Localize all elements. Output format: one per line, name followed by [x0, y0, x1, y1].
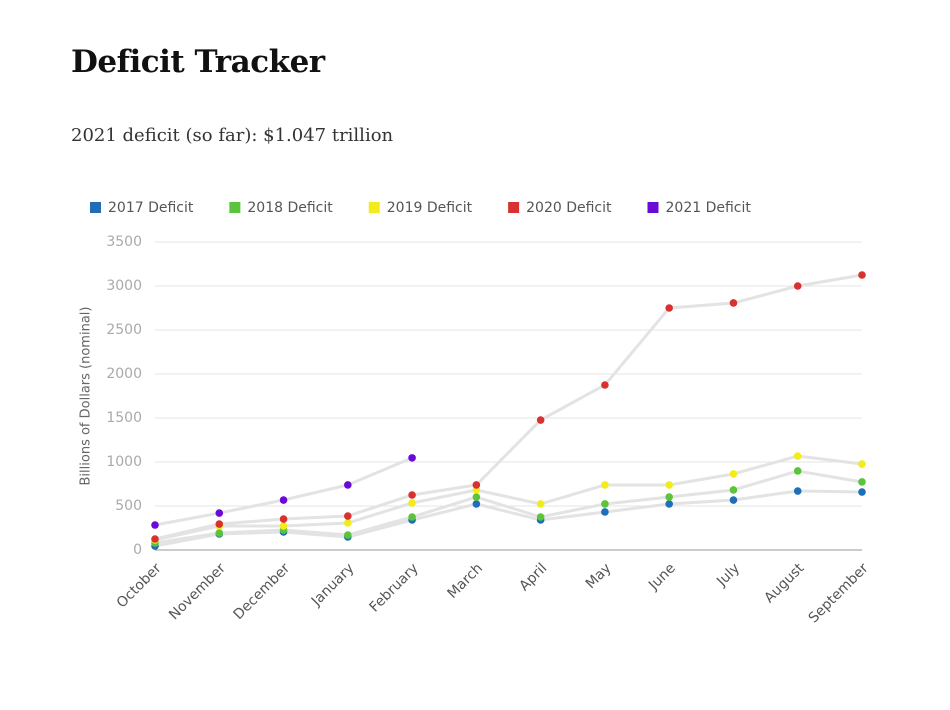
- data-point: [215, 520, 224, 528]
- series-line: [154, 469, 863, 545]
- y-tick-label: 3000: [106, 278, 142, 294]
- data-point: [793, 487, 802, 495]
- legend-swatch: [90, 202, 101, 213]
- data-point: [729, 486, 738, 494]
- x-tick-label: November: [166, 560, 229, 623]
- data-point: [665, 304, 673, 312]
- legend-swatch: [368, 202, 380, 213]
- data-point: [665, 500, 673, 508]
- data-point: [344, 519, 352, 527]
- x-tick-label: May: [583, 560, 615, 592]
- data-point: [858, 271, 866, 279]
- data-point: [729, 299, 738, 307]
- x-tick-label: September: [806, 560, 872, 626]
- data-point: [536, 416, 545, 424]
- y-tick-label: 2000: [106, 366, 142, 382]
- page-title: Deficit Tracker: [71, 44, 325, 80]
- x-tick-label: March: [445, 560, 486, 601]
- data-point: [344, 481, 352, 489]
- x-tick-label: December: [231, 560, 294, 623]
- data-point: [858, 488, 866, 496]
- data-point: [601, 500, 609, 508]
- data-point: [858, 478, 866, 486]
- y-tick-label: 2500: [106, 322, 142, 338]
- data-point: [858, 460, 866, 468]
- x-tick-label: August: [761, 560, 807, 606]
- data-point: [793, 467, 802, 475]
- y-tick-label: 1000: [106, 454, 142, 470]
- legend-swatch: [508, 202, 520, 213]
- data-point: [344, 512, 352, 520]
- x-tick-label: July: [713, 560, 743, 590]
- x-tick-label: February: [367, 560, 422, 615]
- data-point: [665, 493, 673, 501]
- data-point: [472, 493, 481, 501]
- data-point: [408, 499, 416, 507]
- data-point: [729, 470, 738, 478]
- data-point: [472, 500, 481, 508]
- data-point: [601, 481, 609, 489]
- data-point: [408, 513, 416, 521]
- data-point: [536, 500, 545, 508]
- legend-label: 2017 Deficit: [108, 200, 194, 216]
- legend-label: 2018 Deficit: [247, 200, 333, 216]
- legend-swatch: [647, 202, 659, 213]
- data-point: [215, 509, 224, 517]
- series-line: [154, 454, 863, 542]
- data-point: [151, 535, 159, 543]
- data-point: [279, 496, 288, 504]
- legend-label: 2021 Deficit: [666, 200, 752, 216]
- legend-label: 2019 Deficit: [387, 200, 473, 216]
- y-tick-label: 0: [133, 542, 142, 558]
- x-tick-label: January: [308, 560, 358, 610]
- data-point: [793, 452, 802, 460]
- y-axis-title: Billions of Dollars (nominal): [79, 307, 94, 486]
- data-point: [279, 522, 288, 530]
- data-point: [344, 531, 352, 539]
- x-tick-label: April: [516, 560, 550, 594]
- data-point: [408, 491, 416, 499]
- x-tick-label: October: [114, 560, 165, 611]
- y-tick-label: 3500: [106, 234, 142, 250]
- series-line: [154, 273, 863, 541]
- data-point: [215, 529, 224, 537]
- y-tick-label: 1500: [106, 410, 142, 426]
- series-line: [154, 489, 863, 548]
- data-point: [793, 282, 802, 290]
- data-point: [408, 454, 416, 462]
- data-point: [601, 381, 609, 389]
- data-point: [729, 496, 738, 504]
- data-point: [279, 515, 288, 523]
- data-point: [472, 481, 481, 489]
- data-point: [601, 508, 609, 516]
- legend-label: 2020 Deficit: [526, 200, 612, 216]
- data-point: [151, 521, 159, 529]
- y-tick-label: 500: [115, 498, 142, 514]
- x-tick-label: June: [645, 560, 679, 594]
- data-point: [536, 513, 545, 521]
- subtitle: 2021 deficit (so far): $1.047 trillion: [71, 125, 394, 146]
- data-point: [665, 481, 673, 489]
- legend-swatch: [229, 202, 241, 213]
